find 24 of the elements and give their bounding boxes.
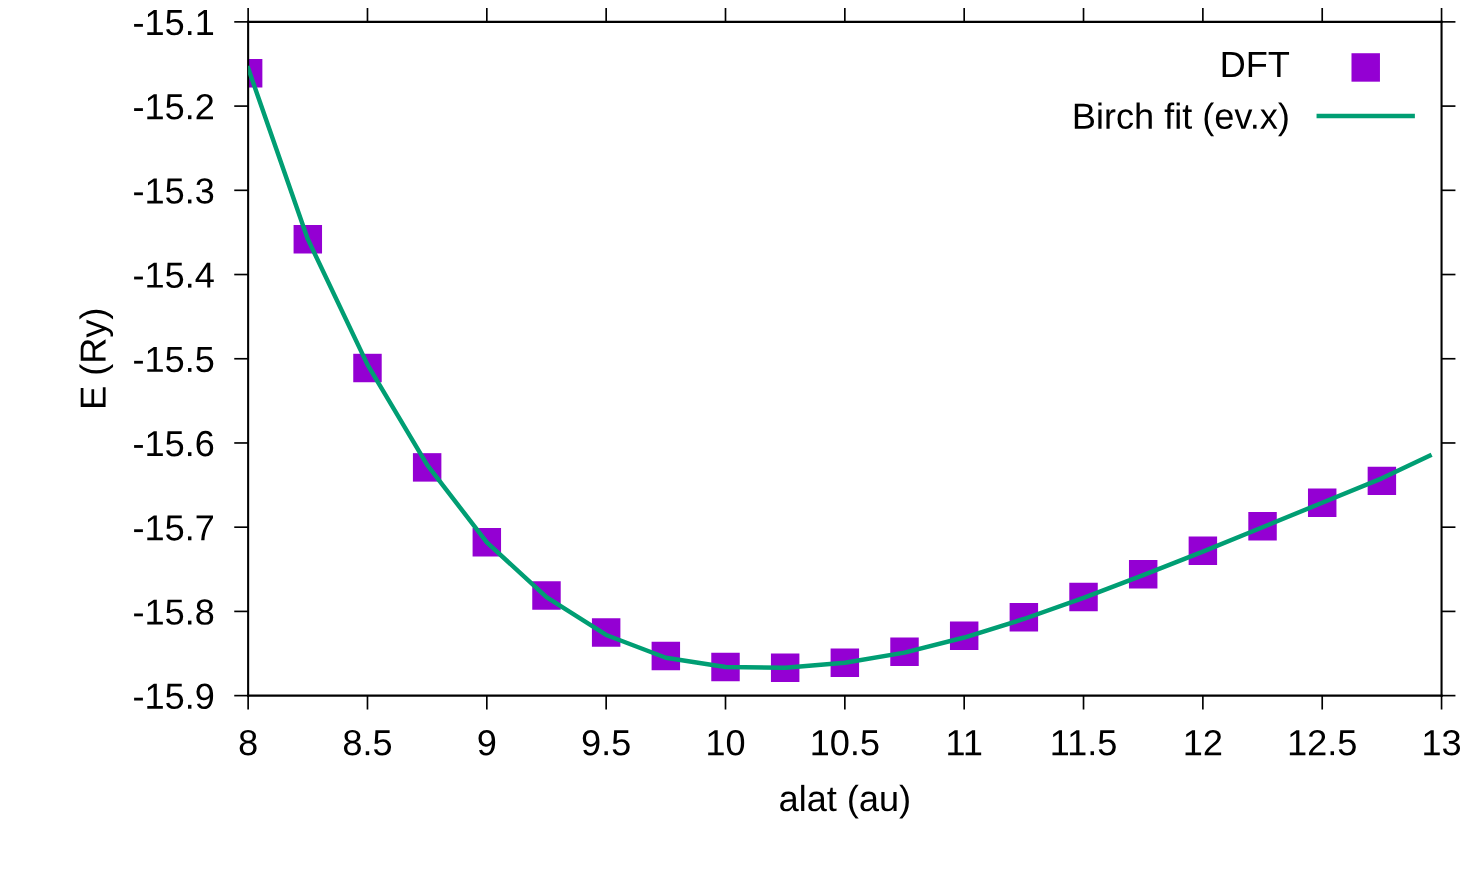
y-tick-label: -15.4 [134, 262, 214, 288]
x-tick-label: 13 [1424, 729, 1461, 756]
x-tick-label: 8.5 [343, 729, 392, 756]
y-tick-label: -15.3 [134, 178, 214, 204]
x-tick-label: 9 [478, 729, 496, 756]
x-tick-label: 12 [1185, 729, 1222, 756]
y-tick-label: -15.2 [134, 93, 213, 120]
legend-label: DFT [1222, 52, 1290, 77]
x-tick-label: 10 [708, 729, 745, 756]
x-tick-label: 9.5 [582, 729, 630, 756]
y-tick-label: -15.1 [134, 10, 214, 36]
legend-label: Birch fit (ev.x) [1074, 102, 1288, 137]
x-tick-label: 12.5 [1289, 729, 1356, 756]
y-tick-label: -15.6 [134, 430, 214, 457]
x-tick-label: 8 [239, 729, 257, 756]
x-axis-title: alat (au) [780, 784, 909, 819]
y-tick-label: -15.7 [134, 515, 213, 541]
y-tick-label: -15.5 [134, 346, 214, 373]
y-axis-title: E (Ry) [79, 309, 114, 407]
y-tick-label: -15.9 [134, 683, 214, 710]
x-tick-label: 10.5 [812, 729, 879, 756]
x-tick-label: 11 [948, 730, 982, 756]
x-tick-label: 11.5 [1052, 730, 1116, 756]
y-tick-label: -15.8 [134, 599, 214, 625]
